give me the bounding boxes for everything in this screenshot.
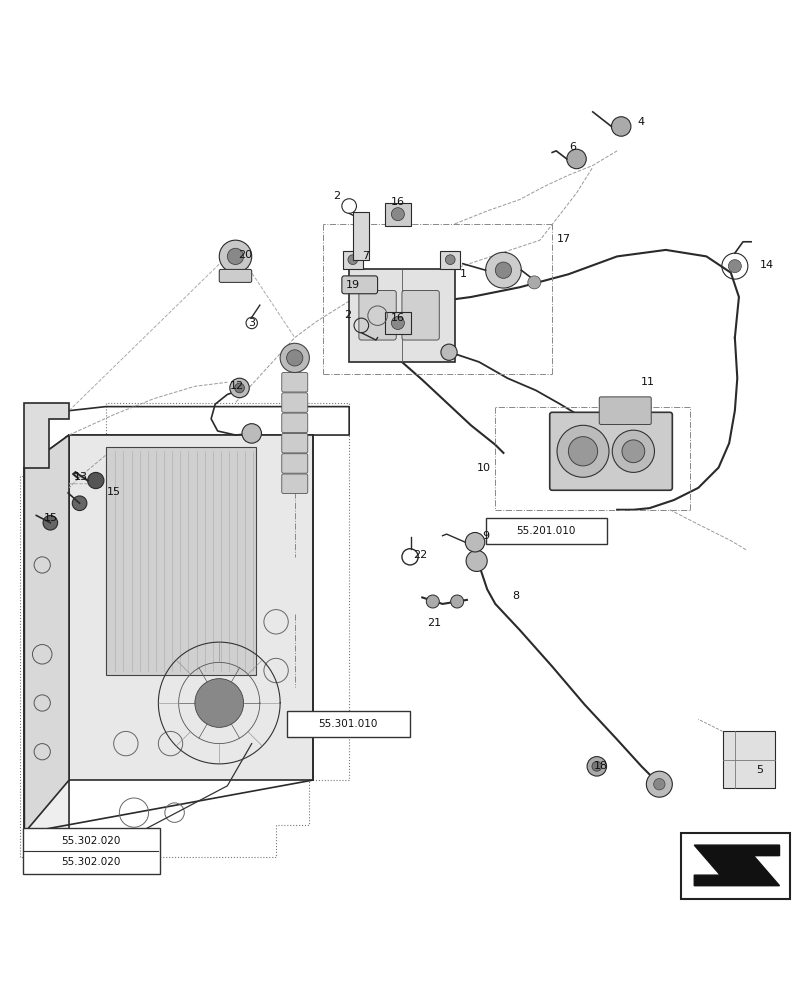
Circle shape <box>391 316 404 329</box>
FancyBboxPatch shape <box>358 291 396 340</box>
Text: 15: 15 <box>43 513 58 523</box>
Polygon shape <box>69 435 312 780</box>
Circle shape <box>72 496 87 511</box>
FancyBboxPatch shape <box>281 454 307 473</box>
Circle shape <box>611 117 630 136</box>
FancyBboxPatch shape <box>281 474 307 494</box>
Circle shape <box>465 532 484 552</box>
FancyBboxPatch shape <box>281 433 307 453</box>
Polygon shape <box>24 435 69 833</box>
Circle shape <box>611 430 654 472</box>
Circle shape <box>43 515 58 530</box>
FancyBboxPatch shape <box>281 393 307 412</box>
Circle shape <box>230 378 249 398</box>
FancyBboxPatch shape <box>599 397 650 424</box>
Text: 55.201.010: 55.201.010 <box>515 526 575 536</box>
Circle shape <box>88 472 104 489</box>
Text: 2: 2 <box>333 191 340 201</box>
Circle shape <box>426 595 439 608</box>
Circle shape <box>391 208 404 221</box>
Circle shape <box>286 350 303 366</box>
Circle shape <box>621 440 644 463</box>
Circle shape <box>195 679 243 727</box>
Circle shape <box>727 260 740 273</box>
Text: 5: 5 <box>755 765 762 775</box>
Text: 1: 1 <box>459 269 466 279</box>
Text: 7: 7 <box>362 251 368 261</box>
Circle shape <box>234 383 244 393</box>
Text: 4: 4 <box>637 117 644 127</box>
Circle shape <box>566 149 586 169</box>
Circle shape <box>527 276 540 289</box>
FancyBboxPatch shape <box>105 447 255 675</box>
Text: 17: 17 <box>556 234 570 244</box>
Text: 21: 21 <box>427 618 441 628</box>
FancyBboxPatch shape <box>281 373 307 392</box>
Circle shape <box>280 343 309 373</box>
FancyBboxPatch shape <box>485 518 606 544</box>
Circle shape <box>495 262 511 278</box>
Text: 20: 20 <box>238 250 252 260</box>
Circle shape <box>450 595 463 608</box>
Circle shape <box>556 425 608 477</box>
Circle shape <box>227 248 243 265</box>
Polygon shape <box>24 435 69 833</box>
Text: 13: 13 <box>74 472 88 482</box>
Text: 18: 18 <box>593 761 607 771</box>
Text: 14: 14 <box>759 260 774 270</box>
Text: 2: 2 <box>344 310 350 320</box>
FancyBboxPatch shape <box>349 269 454 362</box>
FancyBboxPatch shape <box>353 212 369 260</box>
FancyBboxPatch shape <box>341 276 377 294</box>
Circle shape <box>242 424 261 443</box>
FancyBboxPatch shape <box>342 251 363 269</box>
FancyBboxPatch shape <box>401 291 439 340</box>
Circle shape <box>568 437 597 466</box>
Text: 55.302.020: 55.302.020 <box>61 857 121 867</box>
Circle shape <box>485 252 521 288</box>
Text: 55.301.010: 55.301.010 <box>318 719 378 729</box>
FancyBboxPatch shape <box>384 312 410 334</box>
Text: 10: 10 <box>476 463 491 473</box>
FancyBboxPatch shape <box>549 412 672 490</box>
Text: 8: 8 <box>512 591 518 601</box>
FancyBboxPatch shape <box>384 203 410 226</box>
FancyBboxPatch shape <box>440 251 460 269</box>
Text: 11: 11 <box>640 377 654 387</box>
Text: 15: 15 <box>106 487 121 497</box>
FancyBboxPatch shape <box>722 731 775 788</box>
Circle shape <box>219 240 251 273</box>
Text: 16: 16 <box>390 313 405 323</box>
Text: 9: 9 <box>482 531 488 541</box>
Circle shape <box>347 255 357 265</box>
Circle shape <box>591 761 601 771</box>
Text: 55.302.020: 55.302.020 <box>61 836 121 846</box>
FancyBboxPatch shape <box>219 269 251 282</box>
FancyBboxPatch shape <box>680 833 789 899</box>
Text: 16: 16 <box>390 197 405 207</box>
FancyBboxPatch shape <box>286 711 410 737</box>
Circle shape <box>444 255 454 265</box>
Circle shape <box>466 550 487 571</box>
Polygon shape <box>693 845 779 886</box>
Text: 22: 22 <box>412 550 427 560</box>
Text: 6: 6 <box>569 142 575 152</box>
Circle shape <box>653 779 664 790</box>
Text: 19: 19 <box>345 280 360 290</box>
Circle shape <box>586 757 606 776</box>
Circle shape <box>646 771 672 797</box>
Text: 12: 12 <box>230 381 244 391</box>
FancyBboxPatch shape <box>23 828 160 874</box>
Polygon shape <box>24 403 69 468</box>
FancyBboxPatch shape <box>281 413 307 433</box>
Text: 3: 3 <box>248 318 255 328</box>
Circle shape <box>440 344 457 360</box>
